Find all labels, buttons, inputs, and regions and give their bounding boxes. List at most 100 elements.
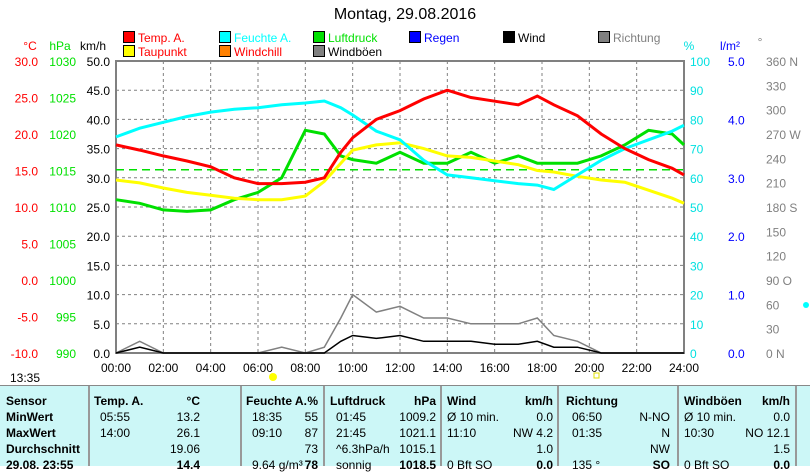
humidity-axis-label: 0 bbox=[690, 347, 697, 361]
cell-time: 09:10 bbox=[252, 426, 283, 440]
column-header: Windböen bbox=[684, 394, 742, 408]
legend-swatch bbox=[219, 45, 231, 57]
wind-axis-label: 10.0 bbox=[87, 289, 111, 303]
rain-axis-label: 1.0 bbox=[728, 289, 745, 303]
legend-label: Windchill bbox=[234, 45, 283, 59]
temp-axis-label: 30.0 bbox=[15, 55, 39, 69]
column-unit: km/h bbox=[761, 394, 790, 408]
temp-axis-label: 10.0 bbox=[15, 201, 39, 215]
pressure-axis-label: 1015 bbox=[49, 165, 76, 179]
cell-value: 1021.1 bbox=[399, 426, 436, 440]
column-unit: °C bbox=[186, 394, 200, 408]
rain-axis-label: 0.0 bbox=[728, 347, 745, 361]
humidity-axis-label: 70 bbox=[690, 143, 704, 157]
cell-time: Ø 10 min. bbox=[447, 410, 500, 424]
pressure-axis-label: 1030 bbox=[49, 55, 76, 69]
cell-value: 1009.2 bbox=[399, 410, 436, 424]
temp-axis-label: 15.0 bbox=[15, 165, 39, 179]
wind-axis-label: 50.0 bbox=[87, 55, 111, 69]
wind-axis-label: 5.0 bbox=[93, 318, 110, 332]
column-separator bbox=[323, 386, 325, 466]
cell-value: 1018.5 bbox=[399, 458, 436, 472]
cell-time: 0 Bft SO bbox=[684, 458, 730, 472]
current-time: 13:35 bbox=[10, 371, 40, 385]
legend-label: Taupunkt bbox=[138, 45, 187, 59]
series-line-taupunkt bbox=[115, 141, 685, 205]
row-label: Durchschnitt bbox=[6, 442, 81, 456]
cell-time: 06:50 bbox=[572, 410, 603, 424]
temp-axis-label: 0.0 bbox=[21, 274, 38, 288]
series-line-temp-a- bbox=[115, 88, 685, 186]
cell-value: 0.0 bbox=[536, 458, 553, 472]
legend-swatch bbox=[219, 31, 231, 43]
cell-time: Ø 10 min. bbox=[684, 410, 737, 424]
humidity-axis-label: 40 bbox=[690, 230, 704, 244]
side-marker bbox=[803, 302, 809, 308]
pressure-axis-label: 990 bbox=[56, 347, 76, 361]
cell-time: 11:10 bbox=[447, 426, 477, 440]
pressure-axis-label: 1005 bbox=[49, 238, 76, 252]
cell-value: 0.0 bbox=[773, 410, 790, 424]
direction-unit: ° bbox=[758, 35, 763, 49]
direction-axis-label: 30 bbox=[766, 323, 780, 337]
column-separator bbox=[88, 386, 90, 466]
wind-axis-label: 20.0 bbox=[87, 230, 111, 244]
column-header: Sensor bbox=[6, 394, 47, 408]
cell-value: 1.0 bbox=[536, 442, 553, 456]
legend-swatch bbox=[409, 31, 421, 43]
direction-axis-label: 330 bbox=[766, 79, 786, 93]
cell-value: 0.0 bbox=[773, 458, 790, 472]
direction-axis-label: 270 W bbox=[766, 128, 801, 142]
direction-axis-label: 360 N bbox=[766, 55, 798, 69]
humidity-axis-label: 60 bbox=[690, 172, 704, 186]
cell-value: NW 4.2 bbox=[512, 426, 553, 440]
cell-value: 14.4 bbox=[176, 458, 200, 472]
cell-time: 0 Bft SO bbox=[447, 458, 493, 472]
humidity-axis-label: 30 bbox=[690, 259, 704, 273]
temp-unit: °C bbox=[23, 39, 37, 53]
wind-axis-label: 25.0 bbox=[87, 201, 111, 215]
direction-axis-label: 90 O bbox=[766, 274, 792, 288]
direction-axis-label: 300 bbox=[766, 104, 786, 118]
legend-swatch bbox=[313, 45, 325, 57]
legend-label: Regen bbox=[424, 31, 460, 45]
x-axis-label: 22:00 bbox=[622, 361, 652, 375]
column-header: Richtung bbox=[566, 394, 618, 408]
pressure-axis-label: 1000 bbox=[49, 274, 76, 288]
column-header: Wind bbox=[447, 394, 477, 408]
x-axis-label: 20:00 bbox=[574, 361, 604, 375]
cell-value: NW bbox=[650, 442, 670, 456]
cell-time: 9.64 g/m³ bbox=[252, 458, 303, 472]
legend-item: Windchill bbox=[219, 45, 282, 59]
legend-item: Luftdruck bbox=[313, 31, 377, 45]
temp-axis-label: -10.0 bbox=[11, 347, 39, 361]
x-axis-label: 18:00 bbox=[527, 361, 557, 375]
cell-value: 73 bbox=[304, 442, 318, 456]
legend-label: Luftdruck bbox=[328, 31, 378, 45]
cell-value: 1015.1 bbox=[399, 442, 436, 456]
cell-time: 01:35 bbox=[572, 426, 603, 440]
column-header: Feuchte A. bbox=[246, 394, 307, 408]
cell-time: 21:45 bbox=[336, 426, 367, 440]
direction-axis-label: 120 bbox=[766, 250, 786, 264]
legend-label: Wind bbox=[518, 31, 546, 45]
legend-item: Temp. A. bbox=[123, 31, 185, 45]
direction-axis-label: 150 bbox=[766, 225, 786, 239]
cell-value: NO 12.1 bbox=[745, 426, 790, 440]
cell-value: SO bbox=[652, 458, 670, 472]
x-axis-label: 10:00 bbox=[338, 361, 368, 375]
rain-axis-label: 4.0 bbox=[728, 113, 745, 127]
legend-item: Wind bbox=[503, 31, 545, 45]
pressure-axis-label: 1025 bbox=[49, 92, 76, 106]
direction-axis-label: 210 bbox=[766, 177, 786, 191]
weather-chart: 30.025.020.015.010.05.00.0-5.0-10.010301… bbox=[10, 35, 809, 385]
x-axis-label: 12:00 bbox=[385, 361, 415, 375]
direction-axis-label: 180 S bbox=[766, 201, 797, 215]
legend-item: Windböen bbox=[313, 45, 382, 59]
cell-time: 18:35 bbox=[252, 410, 283, 424]
legend-swatch bbox=[123, 31, 135, 43]
x-axis-label: 14:00 bbox=[432, 361, 462, 375]
cell-value: N bbox=[661, 426, 670, 440]
legend-label: Windböen bbox=[328, 45, 383, 59]
humidity-unit: % bbox=[684, 39, 695, 53]
